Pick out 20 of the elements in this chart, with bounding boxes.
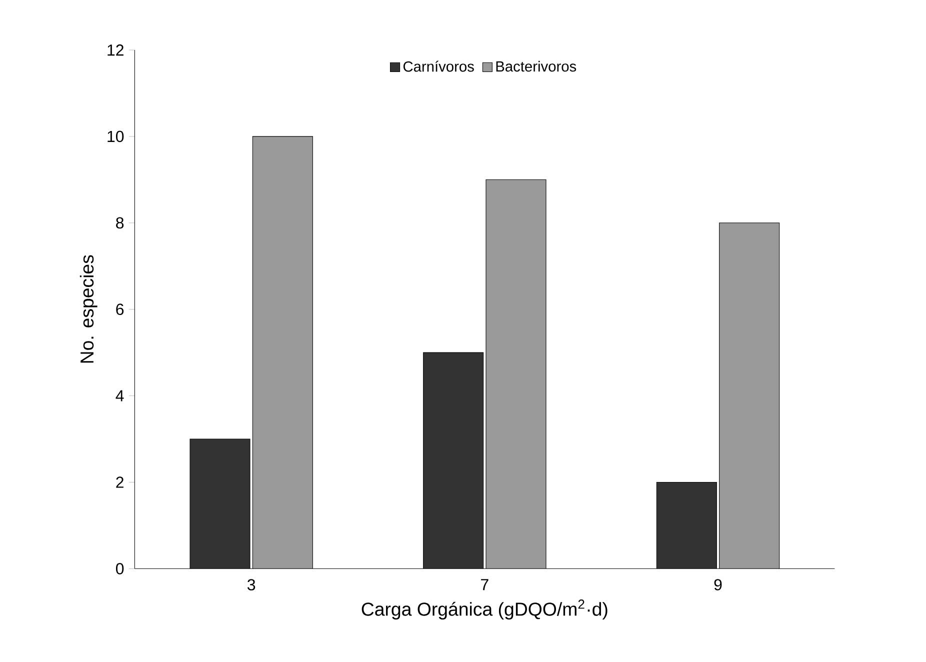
bar (190, 438, 250, 569)
y-tick-label: 2 (116, 476, 124, 488)
legend-label: Bacterivoros (496, 60, 576, 72)
y-tick-label: 12 (108, 44, 124, 56)
bar (656, 482, 717, 569)
x-tick-label: 9 (714, 579, 722, 590)
x-tick-label: 7 (481, 579, 488, 590)
y-tick-label: 6 (116, 304, 124, 315)
bar (719, 222, 780, 569)
legend-label: Carnívoros (403, 60, 474, 72)
y-tick-label: 0 (116, 563, 124, 574)
x-axis-title: Carga Orgánica (gDQO/m$^{2}$·d) (362, 600, 608, 620)
y-axis-title: No. especies (80, 255, 98, 363)
y-tick-label: 4 (116, 390, 124, 402)
x-tick-label: 3 (247, 579, 256, 590)
bar (252, 136, 313, 569)
bar (423, 352, 484, 569)
y-tick-label: 8 (116, 217, 124, 229)
y-tick-label: 10 (108, 130, 124, 142)
bar (486, 179, 546, 569)
